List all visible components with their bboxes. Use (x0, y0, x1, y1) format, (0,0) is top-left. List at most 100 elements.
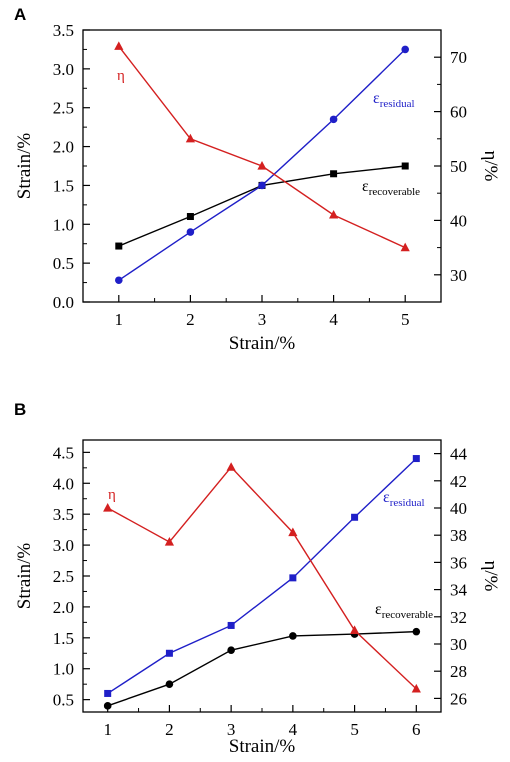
y-left-tick-label: 2.5 (53, 99, 74, 118)
y-right-tick-label: 42 (450, 472, 467, 491)
data-point-eta (400, 242, 410, 252)
data-point-residual (115, 276, 123, 285)
y-left-tick-label: 3.5 (53, 21, 74, 40)
data-point-residual (289, 574, 297, 582)
data-point-recoverable (401, 162, 409, 170)
chart-panel-b: B1 2 3 4 5 60.51.01.52.02.53.03.54.04.5262830… (14, 400, 501, 757)
data-point-recoverable (289, 632, 297, 640)
data-point-residual (186, 228, 195, 236)
y-left-tick-label: 1.0 (53, 215, 74, 234)
x-axis-title: Strain/% (229, 333, 296, 354)
data-point-residual (104, 689, 112, 697)
data-point-eta (185, 133, 195, 143)
data-point-eta (164, 537, 175, 546)
data-point-residual (412, 455, 420, 463)
data-point-recoverable (115, 242, 123, 250)
series-label-base: ε (362, 178, 369, 195)
series-line-recoverable (107, 630, 417, 707)
x-tick-label: 3 (227, 720, 236, 739)
y-right-axis-title: η/% (480, 560, 501, 591)
y-left-tick-label: 1.0 (53, 660, 74, 679)
data-point-residual (351, 513, 359, 521)
data-point-residual (258, 181, 266, 190)
data-point-recoverable (227, 646, 235, 654)
series-label-base: ε (375, 601, 382, 618)
data-point-recoverable (103, 702, 112, 710)
series-label-subscript: residual (380, 98, 415, 110)
series-label-subscript: recoverable (382, 609, 433, 621)
data-point-residual (165, 649, 173, 657)
data-point-eta (329, 209, 339, 219)
x-tick-label: 1 (103, 720, 112, 739)
y-left-tick-label: 1.5 (53, 176, 74, 195)
data-point-eta (103, 503, 113, 512)
x-tick-label: 3 (258, 310, 267, 329)
y-left-tick-label: 0.0 (53, 293, 74, 312)
y-right-tick-label: 60 (450, 103, 467, 122)
y-right-tick-label: 70 (450, 48, 467, 67)
series-line-eta (107, 466, 417, 690)
series-label-base: η (108, 487, 116, 503)
y-left-tick-label: 3.0 (53, 536, 74, 555)
series-label-residual: εresidual (373, 90, 415, 110)
x-tick-label: 1 (115, 310, 124, 329)
series-label-base: η (117, 68, 125, 84)
y-right-tick-label: 40 (450, 211, 467, 230)
y-right-tick-label: 36 (450, 553, 467, 572)
y-right-tick-label: 34 (450, 581, 468, 600)
y-right-tick-label: 30 (450, 635, 467, 654)
panel-label: B (14, 400, 26, 419)
data-point-eta (114, 41, 124, 50)
panel-label: A (14, 5, 26, 24)
y-right-tick-label: 40 (450, 499, 467, 518)
y-left-tick-label: 1.5 (53, 629, 74, 648)
data-point-recoverable (412, 627, 421, 636)
series-label-subscript: residual (390, 497, 425, 509)
x-tick-label: 2 (186, 310, 195, 329)
y-right-tick-label: 30 (450, 266, 467, 285)
y-left-tick-label: 0.5 (53, 691, 74, 710)
series-label-residual: εresidual (383, 489, 425, 509)
series-label-base: ε (373, 90, 380, 107)
data-point-eta (288, 527, 298, 537)
y-left-tick-label: 3.5 (53, 505, 74, 524)
data-point-residual (329, 115, 338, 124)
x-tick-label: 5 (401, 310, 410, 329)
y-right-tick-label: 50 (450, 157, 467, 176)
plot-frame (82, 439, 442, 713)
y-left-tick-label: 2.0 (53, 598, 74, 617)
data-point-eta (257, 161, 267, 170)
y-right-tick-label: 38 (450, 526, 467, 545)
y-left-tick-label: 0.5 (53, 254, 74, 273)
data-point-recoverable (330, 170, 338, 178)
y-right-axis-title: η/% (480, 150, 501, 181)
y-right-tick-label: 44 (450, 445, 468, 464)
y-left-tick-label: 4.0 (53, 474, 74, 493)
series-label-subscript: recoverable (369, 186, 420, 198)
y-right-tick-label: 26 (450, 689, 467, 708)
x-tick-label: 4 (289, 720, 298, 739)
series-line-eta (118, 45, 406, 249)
series-label-base: ε (383, 489, 390, 506)
data-point-eta (411, 683, 421, 693)
series-label-recoverable: εrecoverable (362, 178, 420, 198)
y-left-axis-title: Strain/% (14, 543, 35, 610)
x-tick-label: 2 (165, 720, 174, 739)
y-left-tick-label: 2.0 (53, 138, 74, 157)
series-label-recoverable: εrecoverable (375, 601, 433, 621)
x-axis-title: Strain/% (229, 736, 296, 757)
x-tick-label: 5 (350, 720, 359, 739)
data-point-eta (349, 625, 360, 634)
y-right-tick-label: 32 (450, 608, 467, 627)
y-left-tick-label: 2.5 (53, 567, 74, 586)
x-tick-label: 6 (412, 720, 421, 739)
data-point-residual (227, 621, 235, 629)
y-left-axis-title: Strain/% (14, 133, 35, 200)
x-tick-label: 4 (329, 310, 338, 329)
data-point-residual (401, 45, 410, 54)
data-point-recoverable (165, 680, 174, 688)
chart-panel-a: A 1 2 3 4 5 0.0 0.5 1.0 1.5 2.0 2.5 3.0 3.5 30 40 50 60 70… (14, 5, 501, 354)
series-label-eta: η (108, 487, 116, 503)
y-left-tick-label: 4.5 (53, 443, 74, 462)
